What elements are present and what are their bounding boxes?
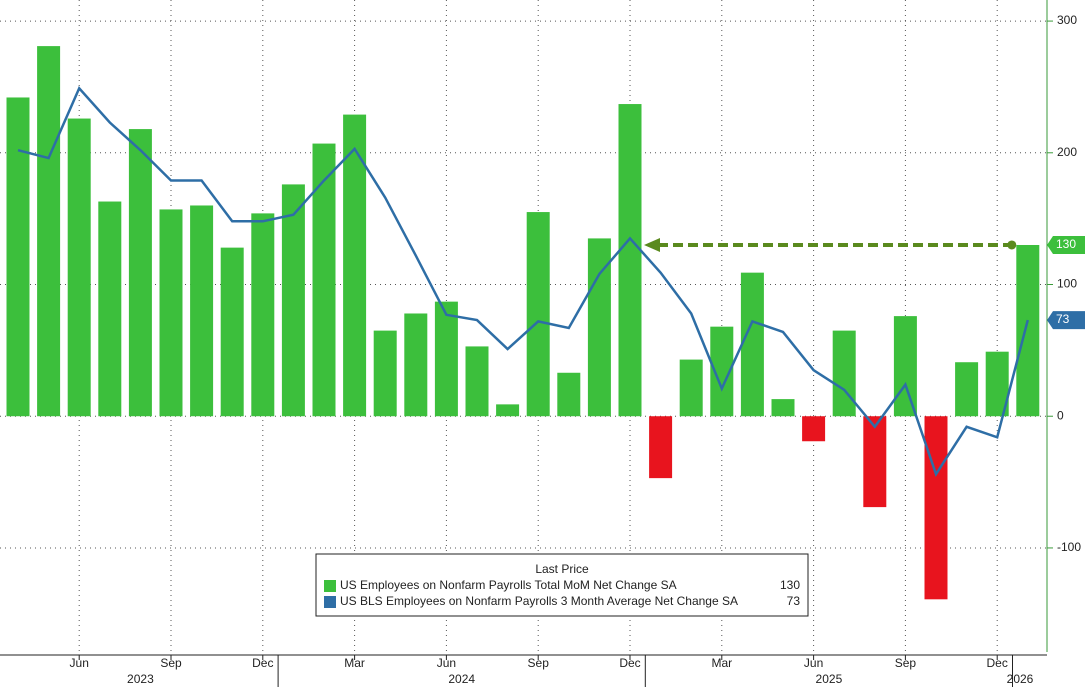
bar [37, 46, 61, 417]
bar [557, 372, 581, 417]
bar [190, 205, 214, 417]
year-label: 2025 [816, 672, 843, 686]
bar [128, 129, 152, 417]
bar [526, 212, 550, 417]
legend-value: 130 [780, 578, 800, 592]
x-tick-label: Jun [437, 656, 456, 670]
value-tag-label: 73 [1056, 312, 1070, 326]
bar [312, 143, 336, 417]
x-tick-label: Dec [987, 656, 1008, 670]
legend-swatch [324, 580, 336, 592]
bar [1016, 244, 1040, 417]
bar [863, 416, 887, 508]
bar [740, 272, 764, 417]
bar [465, 346, 489, 417]
y-tick-label: 200 [1057, 145, 1077, 159]
y-tick-label: 0 [1057, 408, 1064, 422]
bar [281, 184, 305, 417]
value-tag-label: 130 [1056, 237, 1076, 251]
line-series [17, 85, 1030, 478]
bar [771, 399, 795, 417]
x-tick-label: Jun [804, 656, 823, 670]
bar [710, 326, 734, 417]
bar [373, 330, 397, 417]
bar [496, 404, 520, 417]
x-tick-label: Sep [160, 656, 182, 670]
value-tag [1047, 235, 1085, 254]
bar [6, 97, 30, 417]
year-label: 2023 [127, 672, 154, 686]
x-tick-label: Sep [528, 656, 550, 670]
bar [67, 118, 91, 417]
year-label: 2024 [448, 672, 475, 686]
x-tick-label: Mar [711, 656, 732, 670]
value-tag [1047, 311, 1085, 330]
bar [220, 247, 244, 417]
year-label: 2026 [1007, 672, 1034, 686]
bar [955, 362, 979, 417]
bar [832, 330, 856, 417]
y-tick-label: 100 [1057, 277, 1077, 291]
bar [159, 209, 183, 417]
x-tick-label: Sep [895, 656, 917, 670]
bar [251, 213, 275, 417]
legend-title: Last Price [535, 562, 589, 576]
arrow-head [644, 237, 660, 252]
bar [679, 359, 703, 417]
bar [985, 351, 1009, 417]
bar [649, 416, 673, 479]
x-tick-label: Mar [344, 656, 365, 670]
bar [404, 313, 428, 417]
x-tick-label: Dec [619, 656, 640, 670]
y-tick-label: -100 [1057, 540, 1081, 554]
bar [802, 416, 826, 442]
bar [893, 316, 917, 417]
bar [434, 301, 458, 417]
x-tick-label: Jun [70, 656, 89, 670]
legend-swatch [324, 596, 336, 608]
bar [98, 201, 122, 417]
legend-label: US Employees on Nonfarm Payrolls Total M… [340, 578, 677, 592]
legend-value: 73 [787, 594, 801, 608]
y-tick-label: 300 [1057, 13, 1077, 27]
bar [618, 104, 642, 417]
x-tick-label: Dec [252, 656, 273, 670]
arrow-dot [1007, 240, 1017, 250]
legend-box [315, 553, 809, 617]
bar [924, 416, 948, 600]
bar [343, 114, 367, 417]
legend-label: US BLS Employees on Nonfarm Payrolls 3 M… [340, 594, 738, 608]
